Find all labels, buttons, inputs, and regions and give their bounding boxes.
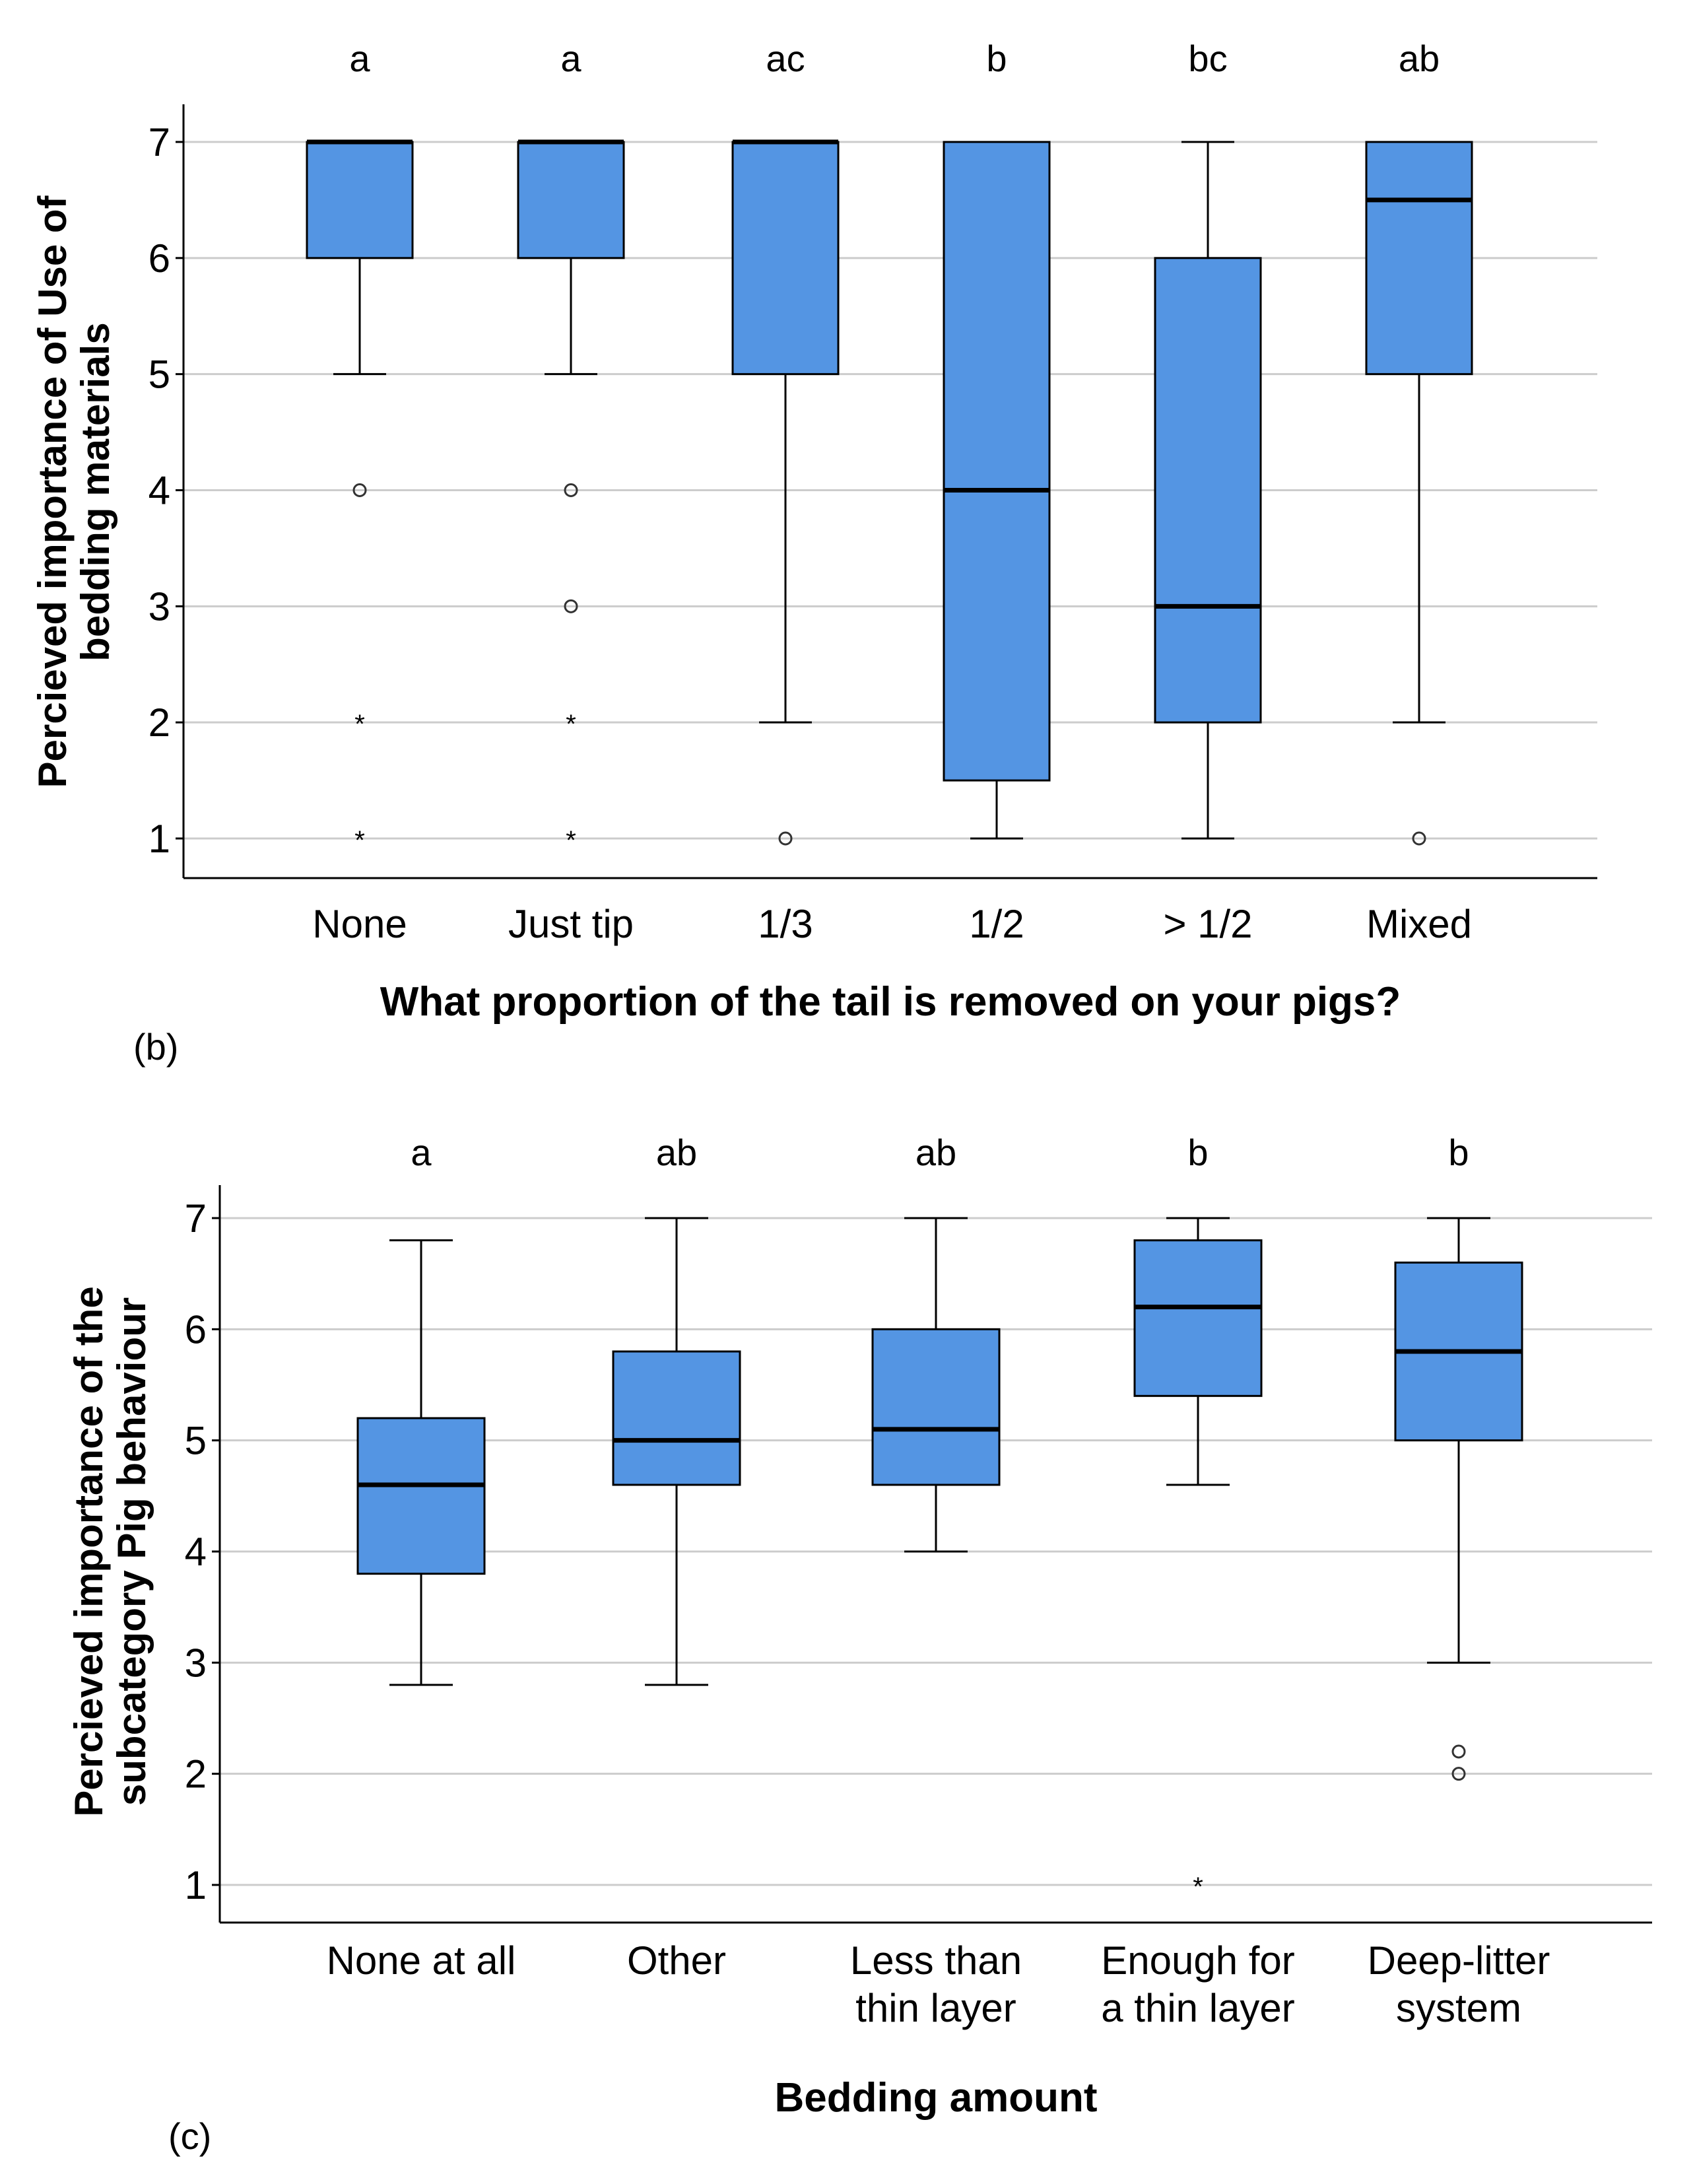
box-iqr — [517, 141, 625, 259]
y-tick-label-2: 2 — [185, 1752, 207, 1796]
box-iqr — [1133, 1239, 1263, 1397]
x-category-label: 1/2 — [969, 902, 1024, 946]
y-tick-label-4: 4 — [149, 469, 170, 513]
box-group-5 — [1365, 141, 1473, 846]
extreme-point: * — [566, 710, 576, 739]
x-category-label: system — [1396, 1986, 1521, 2030]
box-group-4 — [1394, 1217, 1523, 1781]
y-tick-label-6: 6 — [185, 1307, 207, 1351]
outlier-point — [1451, 1767, 1466, 1781]
y-tick-label-1: 1 — [149, 817, 170, 861]
significance-letter: ab — [915, 1132, 956, 1173]
box-iqr — [731, 141, 840, 376]
box-iqr — [943, 141, 1051, 782]
box-iqr — [612, 1350, 741, 1486]
significance-letter: a — [349, 38, 370, 79]
x-category-label: Mixed — [1366, 902, 1472, 946]
panel-label: (b) — [133, 1026, 178, 1068]
x-category-label: Less than — [850, 1938, 1022, 1983]
y-axis-title: Percieved importance of Use of — [30, 195, 75, 788]
extreme-point: * — [354, 826, 365, 855]
x-category-label: Deep-litter — [1368, 1938, 1550, 1983]
box-group-2 — [871, 1217, 1001, 1553]
x-category-label: None — [312, 902, 407, 946]
x-category-label: > 1/2 — [1163, 902, 1252, 946]
extreme-point: * — [354, 710, 365, 739]
box-iqr — [1365, 141, 1473, 376]
x-category-label: Just tip — [508, 902, 634, 946]
box-iqr — [356, 1417, 486, 1575]
significance-letter: ab — [1399, 38, 1440, 79]
panel-label: (c) — [168, 2115, 211, 2157]
significance-letter: ac — [766, 38, 805, 79]
y-tick-label-2: 2 — [149, 700, 170, 745]
outlier-point — [352, 483, 367, 497]
significance-letter: b — [986, 38, 1007, 79]
box-iqr — [306, 141, 414, 259]
box-group-0 — [356, 1239, 486, 1686]
significance-letter: bc — [1188, 38, 1227, 79]
significance-letter: b — [1448, 1132, 1469, 1173]
y-tick-label-7: 7 — [185, 1196, 207, 1241]
extreme-point: * — [1193, 1872, 1203, 1901]
extreme-point: * — [566, 826, 576, 855]
y-tick-label-1: 1 — [185, 1863, 207, 1907]
box-iqr — [871, 1328, 1001, 1486]
x-category-label: 1/3 — [758, 902, 813, 946]
box-group-3: * — [1133, 1217, 1263, 1901]
outlier-point — [564, 599, 578, 613]
box-group-3 — [943, 141, 1051, 840]
y-tick-label-6: 6 — [149, 236, 170, 281]
y-axis-title: bedding materials — [73, 322, 117, 661]
y-axis-title: subcategory Pig behaviour — [110, 1297, 154, 1806]
x-category-label: None at all — [327, 1938, 516, 1983]
box-iqr — [1154, 257, 1262, 724]
y-tick-label-3: 3 — [185, 1641, 207, 1685]
x-axis-title: What proportion of the tail is removed o… — [380, 979, 1401, 1025]
significance-letter: a — [560, 38, 582, 79]
x-category-label: a thin layer — [1101, 1986, 1295, 2030]
x-category-label: Enough for — [1101, 1938, 1295, 1983]
outlier-point — [778, 831, 793, 846]
significance-letter: ab — [656, 1132, 697, 1173]
box-group-4 — [1154, 141, 1262, 840]
x-category-label: thin layer — [855, 1986, 1016, 2030]
x-category-label: Other — [627, 1938, 726, 1983]
outlier-point — [564, 483, 578, 497]
box-group-0: ** — [306, 139, 414, 855]
y-tick-label-5: 5 — [149, 353, 170, 397]
y-tick-label-7: 7 — [149, 120, 170, 164]
box-group-1: ** — [517, 139, 625, 855]
y-tick-label-5: 5 — [185, 1419, 207, 1463]
box-group-2 — [731, 139, 840, 846]
significance-letter: b — [1187, 1132, 1208, 1173]
significance-letter: a — [411, 1132, 432, 1173]
box-group-1 — [612, 1217, 741, 1686]
y-axis-title: Percieved importance of the — [67, 1286, 111, 1817]
y-tick-label-3: 3 — [149, 584, 170, 629]
y-tick-label-4: 4 — [185, 1530, 207, 1574]
outlier-point — [1412, 831, 1426, 846]
outlier-point — [1451, 1744, 1466, 1759]
x-axis-title: Bedding amount — [774, 2075, 1097, 2121]
